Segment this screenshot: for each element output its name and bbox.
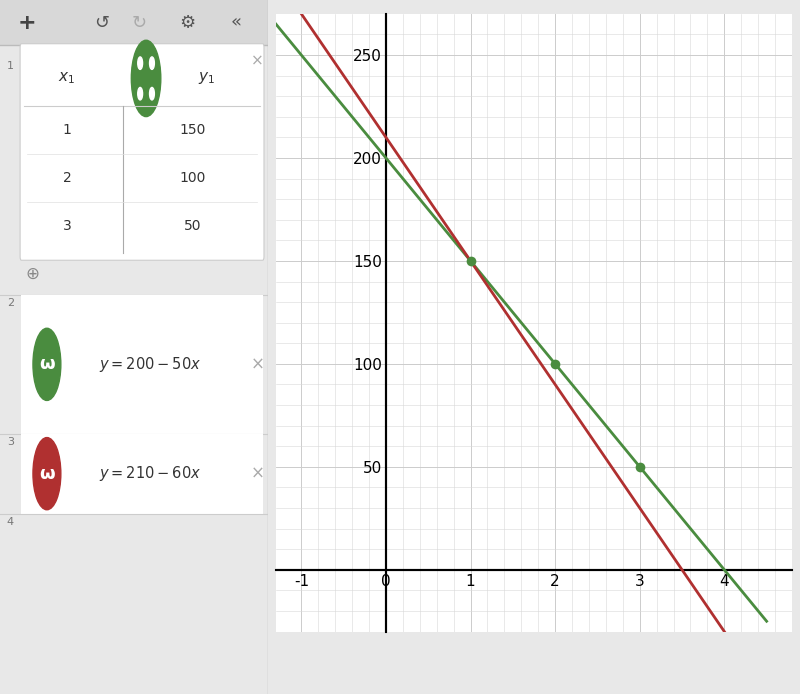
Text: 1: 1: [6, 61, 14, 71]
Text: 3: 3: [6, 437, 14, 447]
Text: $x_1$: $x_1$: [58, 71, 75, 86]
FancyBboxPatch shape: [0, 45, 22, 264]
FancyBboxPatch shape: [0, 0, 268, 45]
FancyBboxPatch shape: [20, 44, 264, 260]
Text: ×: ×: [250, 355, 264, 373]
Text: ⊕: ⊕: [26, 265, 39, 283]
Circle shape: [131, 40, 161, 117]
Text: ×: ×: [251, 53, 264, 69]
Circle shape: [33, 328, 61, 400]
Text: «: «: [230, 14, 242, 31]
Text: ↻: ↻: [132, 14, 147, 31]
Circle shape: [138, 57, 142, 69]
Text: 150: 150: [180, 123, 206, 137]
Text: 1: 1: [62, 123, 71, 137]
Text: ↺: ↺: [94, 14, 110, 31]
Circle shape: [33, 438, 61, 509]
Text: 2: 2: [6, 298, 14, 308]
Text: 3: 3: [62, 219, 71, 233]
Text: $y = 200 - 50x$: $y = 200 - 50x$: [99, 355, 201, 374]
Text: ω: ω: [39, 465, 54, 482]
Text: $y_1$: $y_1$: [198, 70, 215, 87]
FancyBboxPatch shape: [22, 434, 262, 514]
Text: 100: 100: [180, 171, 206, 185]
Text: +: +: [18, 12, 36, 33]
Text: 2: 2: [62, 171, 71, 185]
Circle shape: [150, 57, 154, 69]
Text: $y = 210 - 60x$: $y = 210 - 60x$: [99, 464, 201, 483]
Circle shape: [138, 87, 142, 100]
Text: ⚙: ⚙: [179, 14, 196, 31]
Text: ×: ×: [250, 465, 264, 482]
Text: 4: 4: [6, 517, 14, 527]
Text: 50: 50: [184, 219, 202, 233]
Circle shape: [150, 87, 154, 100]
FancyBboxPatch shape: [22, 295, 262, 434]
Text: ω: ω: [39, 355, 54, 373]
